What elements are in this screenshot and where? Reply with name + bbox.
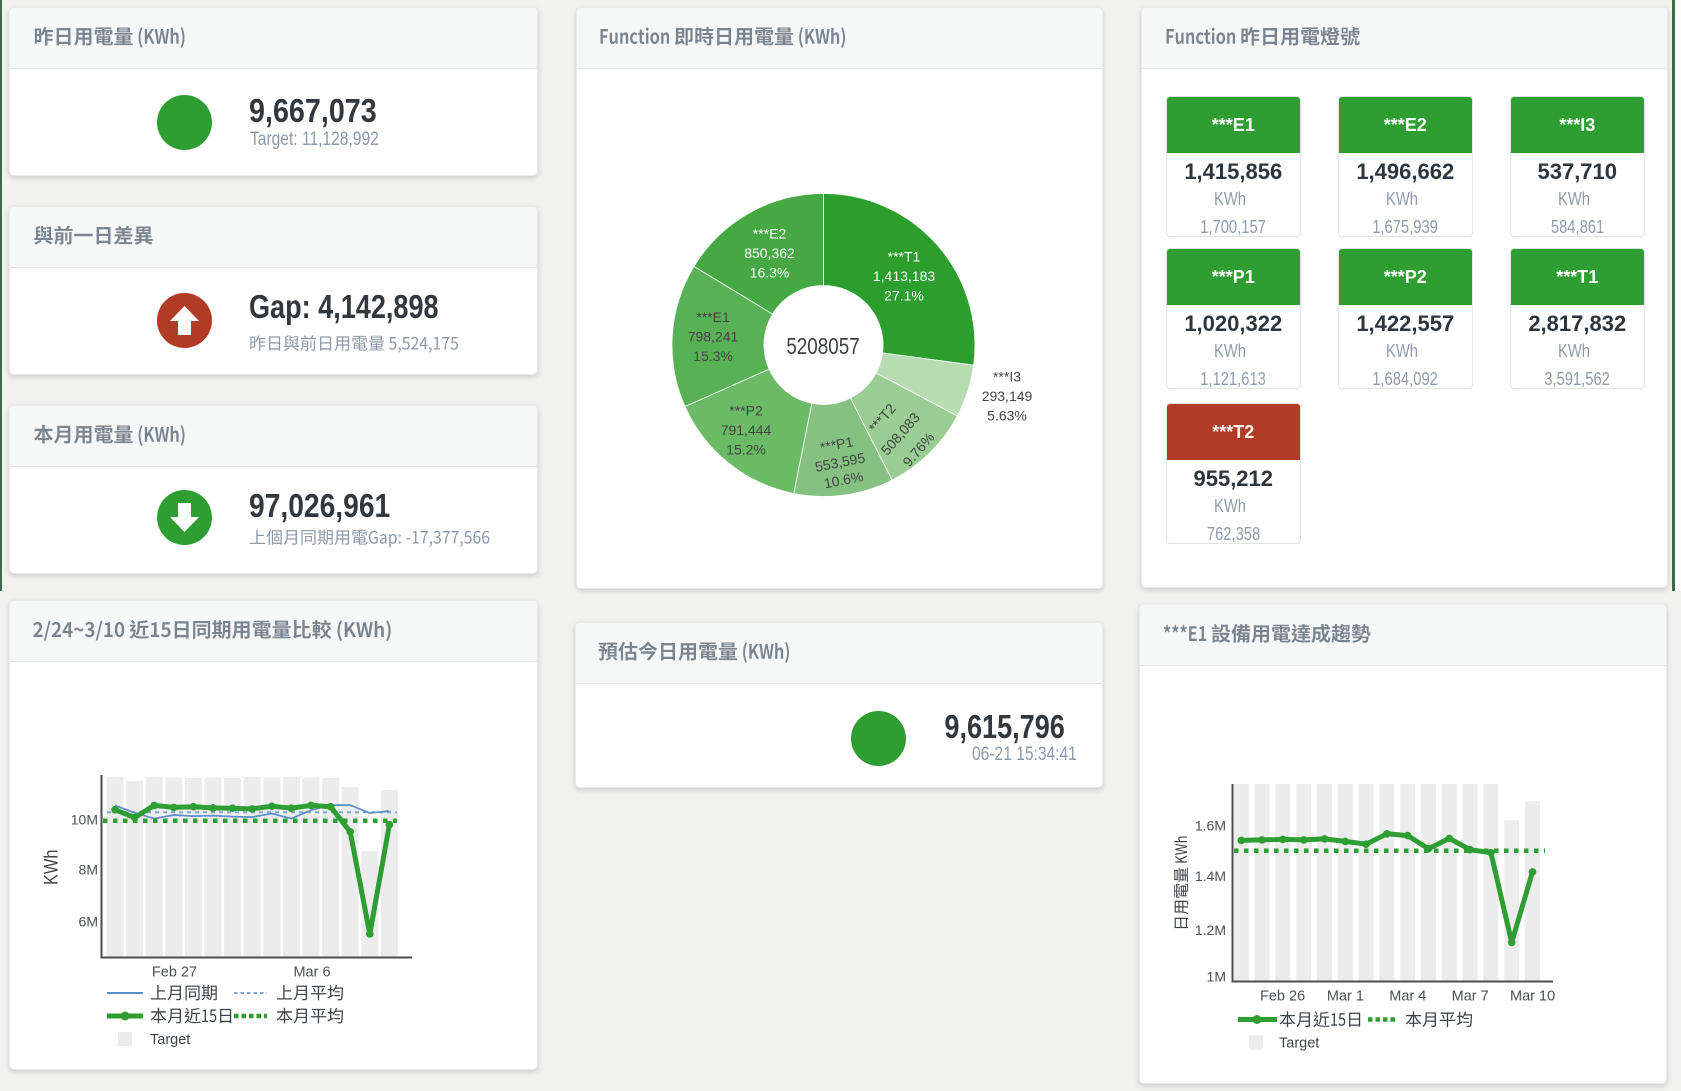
svg-text:***E2: ***E2 <box>753 226 787 242</box>
svg-text:10.6%: 10.6% <box>822 468 864 491</box>
svg-text:Target: Target <box>1279 1036 1319 1052</box>
svg-text:15.3%: 15.3% <box>693 348 733 364</box>
svg-text:1.6M: 1.6M <box>1195 818 1226 834</box>
svg-text:Feb 26: Feb 26 <box>1260 989 1305 1005</box>
svg-text:Mar 1: Mar 1 <box>1327 989 1364 1005</box>
svg-text:Target: Target <box>150 1032 190 1048</box>
svg-text:293,149: 293,149 <box>982 388 1033 404</box>
svg-text:Mar 4: Mar 4 <box>1389 989 1426 1005</box>
svg-text:6M: 6M <box>79 914 98 930</box>
svg-text:791,444: 791,444 <box>721 422 772 438</box>
svg-text:Mar 6: Mar 6 <box>293 965 330 981</box>
svg-text:***P2: ***P2 <box>729 403 763 419</box>
svg-text:5.63%: 5.63% <box>987 408 1027 424</box>
svg-text:***I3: ***I3 <box>993 369 1021 385</box>
svg-text:1M: 1M <box>1207 969 1226 985</box>
svg-text:850,362: 850,362 <box>744 245 795 261</box>
svg-text:1.2M: 1.2M <box>1195 922 1226 938</box>
svg-text:1,413,183: 1,413,183 <box>873 268 935 284</box>
svg-text:798,241: 798,241 <box>688 329 739 345</box>
svg-text:KWh: KWh <box>40 850 62 885</box>
svg-text:Mar 10: Mar 10 <box>1510 989 1555 1005</box>
svg-text:15.2%: 15.2% <box>726 442 766 458</box>
svg-text:***E1: ***E1 <box>696 309 730 325</box>
svg-text:8M: 8M <box>79 862 98 878</box>
svg-text:5208057: 5208057 <box>786 334 859 359</box>
svg-text:Mar 7: Mar 7 <box>1452 989 1489 1005</box>
svg-text:***T1: ***T1 <box>888 249 921 265</box>
svg-text:27.1%: 27.1% <box>884 288 924 304</box>
svg-text:1.4M: 1.4M <box>1195 868 1226 884</box>
svg-text:16.3%: 16.3% <box>750 265 790 281</box>
svg-text:***P1: ***P1 <box>819 433 855 455</box>
svg-text:Feb 27: Feb 27 <box>152 965 197 981</box>
svg-text:10M: 10M <box>71 812 98 828</box>
